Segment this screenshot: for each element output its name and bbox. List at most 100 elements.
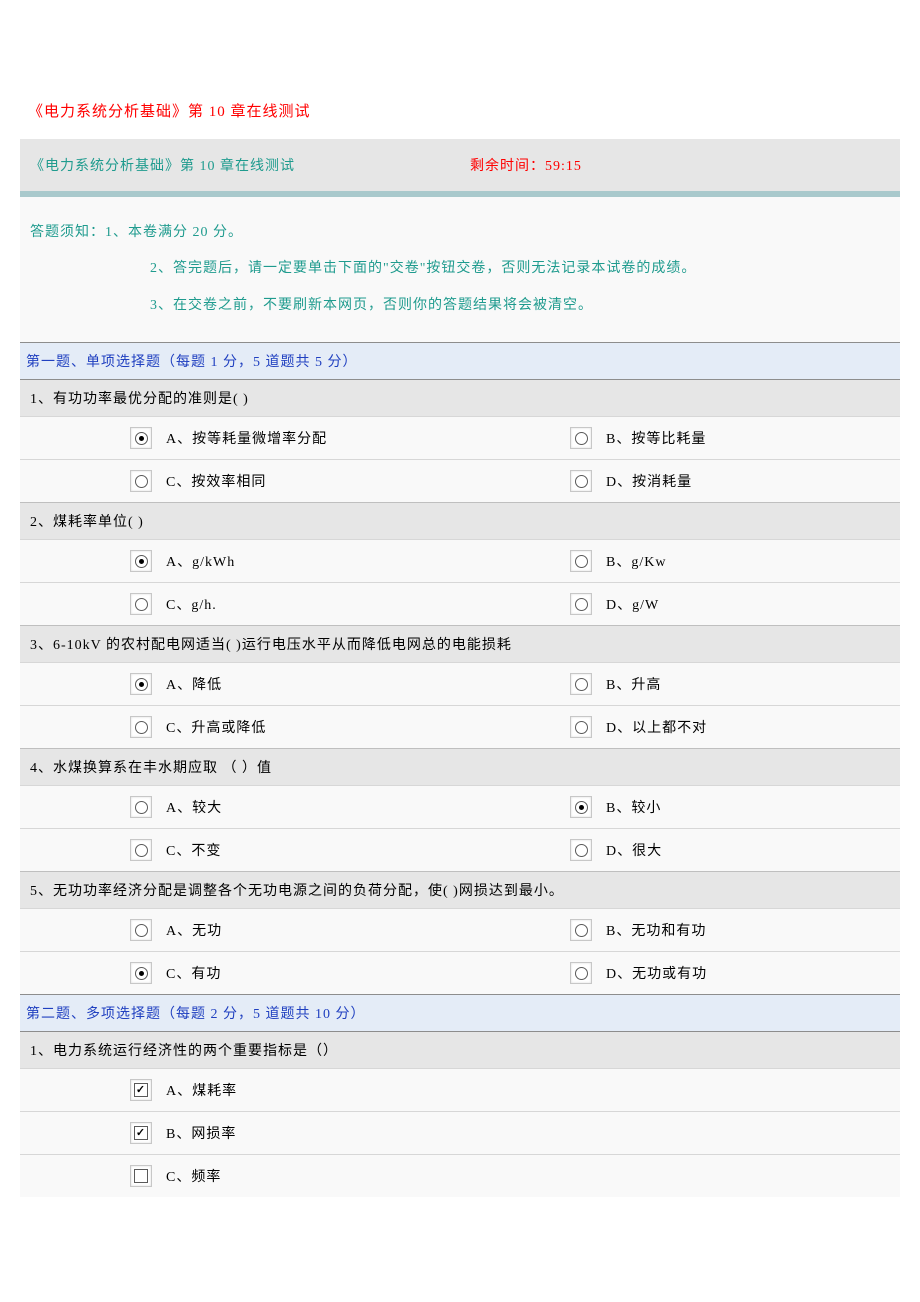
question-stem: 4、水煤换算系在丰水期应取 （ ）值: [20, 749, 900, 786]
instruction-line: 答题须知：1、本卷满分 20 分。: [30, 215, 890, 251]
quiz-table: 《电力系统分析基础》第 10 章在线测试 剩余时间：59:15 答题须知：1、本…: [20, 139, 900, 1197]
option-label: B、网损率: [166, 1123, 236, 1143]
option-label: A、煤耗率: [166, 1080, 237, 1100]
radio-icon[interactable]: [130, 427, 152, 449]
checkbox-icon[interactable]: [130, 1165, 152, 1187]
radio-option[interactable]: D、很大: [460, 829, 900, 871]
checkbox-option[interactable]: B、网损率: [20, 1112, 900, 1154]
radio-option[interactable]: C、不变: [20, 829, 460, 871]
radio-option[interactable]: A、按等耗量微增率分配: [20, 417, 460, 459]
radio-icon[interactable]: [570, 716, 592, 738]
radio-icon[interactable]: [570, 919, 592, 941]
option-label: B、升高: [606, 674, 661, 694]
section-1-title: 第一题、单项选择题（每题 1 分，5 道题共 5 分）: [20, 343, 900, 380]
option-row: C、升高或降低 D、以上都不对: [20, 706, 900, 749]
radio-icon[interactable]: [570, 427, 592, 449]
header-title: 《电力系统分析基础》第 10 章在线测试: [20, 147, 460, 183]
option-label: B、无功和有功: [606, 920, 706, 940]
option-label: C、按效率相同: [166, 471, 266, 491]
question-stem: 2、煤耗率单位( ): [20, 503, 900, 540]
option-label: B、按等比耗量: [606, 428, 706, 448]
option-row: A、g/kWh B、g/Kw: [20, 540, 900, 583]
radio-option[interactable]: A、较大: [20, 786, 460, 828]
option-label: C、频率: [166, 1166, 221, 1186]
radio-option[interactable]: B、较小: [460, 786, 900, 828]
option-label: D、g/W: [606, 594, 659, 614]
radio-option[interactable]: B、升高: [460, 663, 900, 705]
option-label: A、无功: [166, 920, 222, 940]
radio-icon[interactable]: [570, 470, 592, 492]
radio-icon[interactable]: [130, 962, 152, 984]
radio-icon[interactable]: [130, 839, 152, 861]
radio-option[interactable]: C、g/h.: [20, 583, 460, 625]
question-row: 1、电力系统运行经济性的两个重要指标是（）: [20, 1032, 900, 1069]
radio-option[interactable]: C、有功: [20, 952, 460, 994]
option-label: B、g/Kw: [606, 551, 666, 571]
instruction-line: 3、在交卷之前，不要刷新本网页，否则你的答题结果将会被清空。: [30, 288, 890, 324]
option-label: D、无功或有功: [606, 963, 707, 983]
radio-option[interactable]: D、以上都不对: [460, 706, 900, 748]
radio-option[interactable]: B、无功和有功: [460, 909, 900, 951]
radio-option[interactable]: D、g/W: [460, 583, 900, 625]
checkbox-option[interactable]: A、煤耗率: [20, 1069, 900, 1111]
option-label: D、按消耗量: [606, 471, 692, 491]
radio-icon[interactable]: [130, 673, 152, 695]
option-row: C、有功 D、无功或有功: [20, 952, 900, 995]
radio-option[interactable]: B、g/Kw: [460, 540, 900, 582]
radio-option[interactable]: A、无功: [20, 909, 460, 951]
option-row: A、降低 B、升高: [20, 663, 900, 706]
radio-icon[interactable]: [130, 716, 152, 738]
radio-icon[interactable]: [130, 470, 152, 492]
page: 《电力系统分析基础》第 10 章在线测试 《电力系统分析基础》第 10 章在线测…: [0, 0, 920, 1237]
radio-option[interactable]: C、按效率相同: [20, 460, 460, 502]
spacer-row: [20, 139, 900, 147]
option-row: B、网损率: [20, 1112, 900, 1155]
radio-icon[interactable]: [570, 550, 592, 572]
checkbox-icon[interactable]: [130, 1122, 152, 1144]
radio-icon[interactable]: [570, 796, 592, 818]
radio-icon[interactable]: [130, 796, 152, 818]
option-row: C、按效率相同 D、按消耗量: [20, 460, 900, 503]
radio-icon[interactable]: [130, 919, 152, 941]
section-2-title: 第二题、多项选择题（每题 2 分，5 道题共 10 分）: [20, 995, 900, 1032]
instruction-line: 2、答完题后，请一定要单击下面的"交卷"按钮交卷，否则无法记录本试卷的成绩。: [30, 251, 890, 287]
option-label: A、按等耗量微增率分配: [166, 428, 327, 448]
radio-icon[interactable]: [570, 962, 592, 984]
option-label: C、有功: [166, 963, 221, 983]
option-label: C、g/h.: [166, 594, 217, 614]
radio-option[interactable]: D、按消耗量: [460, 460, 900, 502]
radio-icon[interactable]: [130, 593, 152, 615]
question-row: 2、煤耗率单位( ): [20, 503, 900, 540]
option-label: B、较小: [606, 797, 661, 817]
document-title: 《电力系统分析基础》第 10 章在线测试: [28, 100, 900, 121]
option-label: A、较大: [166, 797, 222, 817]
instructions: 答题须知：1、本卷满分 20 分。 2、答完题后，请一定要单击下面的"交卷"按钮…: [20, 197, 900, 342]
question-stem: 5、无功功率经济分配是调整各个无功电源之间的负荷分配，使( )网损达到最小。: [20, 872, 900, 909]
option-label: D、以上都不对: [606, 717, 707, 737]
instructions-row: 答题须知：1、本卷满分 20 分。 2、答完题后，请一定要单击下面的"交卷"按钮…: [20, 197, 900, 343]
checkbox-option[interactable]: C、频率: [20, 1155, 900, 1197]
option-row: A、较大 B、较小: [20, 786, 900, 829]
question-row: 4、水煤换算系在丰水期应取 （ ）值: [20, 749, 900, 786]
radio-icon[interactable]: [130, 550, 152, 572]
header-row: 《电力系统分析基础》第 10 章在线测试 剩余时间：59:15: [20, 147, 900, 183]
section-2-header: 第二题、多项选择题（每题 2 分，5 道题共 10 分）: [20, 995, 900, 1032]
option-row: A、煤耗率: [20, 1069, 900, 1112]
option-label: A、降低: [166, 674, 222, 694]
option-row: C、g/h. D、g/W: [20, 583, 900, 626]
radio-option[interactable]: B、按等比耗量: [460, 417, 900, 459]
radio-option[interactable]: D、无功或有功: [460, 952, 900, 994]
checkbox-icon[interactable]: [130, 1079, 152, 1101]
spacer-row: [20, 183, 900, 191]
option-label: C、不变: [166, 840, 221, 860]
option-label: D、很大: [606, 840, 662, 860]
option-row: A、按等耗量微增率分配 B、按等比耗量: [20, 417, 900, 460]
radio-icon[interactable]: [570, 593, 592, 615]
radio-option[interactable]: A、降低: [20, 663, 460, 705]
radio-icon[interactable]: [570, 839, 592, 861]
radio-option[interactable]: A、g/kWh: [20, 540, 460, 582]
radio-icon[interactable]: [570, 673, 592, 695]
radio-option[interactable]: C、升高或降低: [20, 706, 460, 748]
question-row: 3、6-10kV 的农村配电网适当( )运行电压水平从而降低电网总的电能损耗: [20, 626, 900, 663]
option-row: A、无功 B、无功和有功: [20, 909, 900, 952]
